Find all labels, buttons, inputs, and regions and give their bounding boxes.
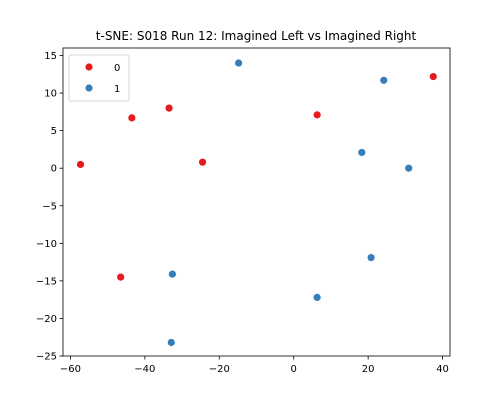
x-tick-label: −20 [209, 364, 230, 375]
scatter-point-series-0-5 [313, 111, 321, 119]
y-tick-label: 10 [44, 89, 57, 100]
scatter-point-series-1-5 [313, 293, 321, 302]
scatter-point-series-1-6 [168, 270, 177, 278]
y-tick-label: −5 [42, 201, 57, 212]
axes-frame [62, 47, 451, 357]
legend-label-0: 0 [114, 63, 120, 74]
x-tick-label: 40 [436, 364, 449, 375]
x-tick-label: 20 [362, 364, 375, 375]
y-tick-label: −25 [36, 352, 57, 363]
legend-box [68, 54, 130, 102]
y-tick-label: −10 [36, 239, 57, 250]
y-tick-label: 15 [44, 51, 57, 62]
scatter-point-series-0-2 [165, 104, 173, 112]
y-tick-label: 0 [51, 164, 57, 175]
scatter-point-series-0-0 [76, 160, 85, 169]
y-tick-label: −15 [36, 276, 57, 287]
x-tick-label: −60 [60, 364, 81, 375]
scatter-point-series-1-1 [380, 76, 388, 84]
y-tick-label: 5 [51, 126, 57, 137]
legend-label-1: 1 [114, 84, 120, 95]
x-tick-label: −40 [134, 364, 155, 375]
scatter-point-series-1-7 [167, 338, 175, 347]
scatter-point-series-0-3 [198, 158, 207, 166]
scatter-point-series-1-0 [235, 59, 243, 67]
plot-area [76, 59, 437, 347]
scatter-point-series-1-3 [405, 164, 413, 172]
scatter-point-series-0-1 [128, 114, 136, 122]
chart-title: t-SNE: S018 Run 12: Imagined Left vs Ima… [96, 29, 417, 43]
scatter-point-series-0-6 [429, 72, 437, 81]
scatter-point-series-0-4 [117, 273, 125, 281]
legend-marker-0 [85, 63, 93, 71]
x-tick-label: 0 [291, 364, 297, 375]
scatter-point-series-1-4 [367, 253, 375, 262]
legend: 01 [68, 54, 130, 102]
y-tick-label: −20 [36, 314, 57, 325]
legend-marker-1 [85, 84, 93, 92]
scatter-point-series-1-2 [358, 148, 366, 157]
